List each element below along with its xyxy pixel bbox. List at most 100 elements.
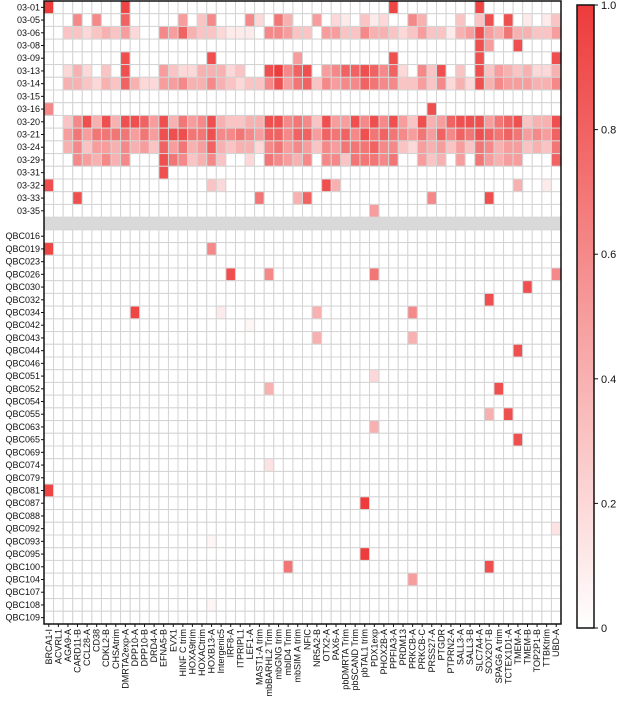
heatmap-cell xyxy=(120,509,131,523)
heatmap-cell xyxy=(206,25,217,40)
heatmap-cell xyxy=(292,178,303,193)
heatmap-cell xyxy=(206,381,217,396)
heatmap-cell xyxy=(234,432,246,447)
heatmap-cell xyxy=(426,127,438,142)
heatmap-cell xyxy=(302,585,313,600)
heatmap-cell xyxy=(263,25,275,40)
heatmap-cell xyxy=(53,598,64,612)
heatmap-cell xyxy=(436,242,447,256)
row-label: QBC095 xyxy=(5,549,40,559)
heatmap-cell xyxy=(416,458,428,472)
heatmap-cell xyxy=(464,267,476,282)
heatmap-cell xyxy=(512,114,524,129)
heatmap-cell xyxy=(43,305,55,320)
heatmap-cell xyxy=(321,292,332,307)
heatmap-cell xyxy=(455,292,466,307)
heatmap-cell xyxy=(100,292,112,307)
heatmap-cell xyxy=(359,242,371,256)
heatmap-cell xyxy=(158,0,169,15)
heatmap-cell xyxy=(455,280,466,294)
heatmap-cell xyxy=(263,585,275,600)
column-label: pbSCAND Trim xyxy=(350,629,360,691)
heatmap-cell xyxy=(531,610,543,625)
heatmap-cell xyxy=(91,585,102,600)
heatmap-cell xyxy=(378,598,390,612)
heatmap-cell xyxy=(254,38,265,53)
heatmap-cell xyxy=(522,203,533,218)
heatmap-cell xyxy=(43,242,55,256)
heatmap-cell xyxy=(512,356,524,371)
heatmap-cell xyxy=(407,585,418,600)
heatmap-cell xyxy=(110,445,122,460)
heatmap-cell xyxy=(53,407,64,422)
heatmap-cell xyxy=(225,610,236,625)
heatmap-cell xyxy=(110,0,122,15)
heatmap-cell xyxy=(91,381,102,396)
heatmap-cell xyxy=(244,267,256,282)
heatmap-cell xyxy=(330,381,342,396)
heatmap-cell xyxy=(120,229,131,244)
heatmap-cell xyxy=(273,13,284,27)
heatmap-cell xyxy=(550,191,562,205)
heatmap-cell xyxy=(139,394,150,409)
heatmap-cell xyxy=(263,140,275,155)
heatmap-cell xyxy=(196,432,208,447)
heatmap-cell xyxy=(167,356,179,371)
heatmap-cell xyxy=(407,445,418,460)
heatmap-cell xyxy=(550,51,562,66)
heatmap-cell xyxy=(483,432,495,447)
heatmap-cell xyxy=(330,76,342,91)
heatmap-cell xyxy=(139,331,150,345)
heatmap-cell xyxy=(369,559,380,574)
heatmap-cell xyxy=(225,483,236,498)
heatmap-cell xyxy=(541,0,552,15)
heatmap-cell xyxy=(215,38,227,53)
heatmap-cell xyxy=(129,280,141,294)
heatmap-cell xyxy=(263,496,275,511)
heatmap-cell xyxy=(445,572,457,587)
heatmap-cell xyxy=(474,369,485,383)
heatmap-cell xyxy=(340,64,351,78)
heatmap-cell xyxy=(512,102,524,116)
heatmap-cell xyxy=(81,585,93,600)
heatmap-cell xyxy=(254,191,265,205)
heatmap-cell xyxy=(72,343,83,358)
heatmap-cell xyxy=(62,394,74,409)
heatmap-cell xyxy=(62,254,74,269)
heatmap-cell xyxy=(483,114,495,129)
heatmap-cell xyxy=(416,394,428,409)
heatmap-cell xyxy=(369,318,380,333)
heatmap-cell xyxy=(340,470,351,485)
column-label: SALL3-B xyxy=(465,629,475,665)
heatmap-cell xyxy=(455,598,466,612)
heatmap-cell xyxy=(282,76,294,91)
heatmap-cell xyxy=(292,496,303,511)
row-label: 03-16 xyxy=(17,104,40,114)
heatmap-cell xyxy=(550,242,562,256)
heatmap-cell xyxy=(349,127,361,142)
heatmap-cell xyxy=(72,38,83,53)
heatmap-cell xyxy=(91,445,102,460)
heatmap-cell xyxy=(148,369,160,383)
heatmap-cell xyxy=(464,178,476,193)
heatmap-cell xyxy=(483,559,495,574)
heatmap-cell xyxy=(139,521,150,536)
heatmap-cell xyxy=(120,76,131,91)
heatmap-cell xyxy=(263,318,275,333)
heatmap-cell xyxy=(215,292,227,307)
heatmap-cell xyxy=(512,140,524,155)
heatmap-cell xyxy=(340,89,351,104)
heatmap-cell xyxy=(206,458,217,472)
heatmap-cell xyxy=(416,76,428,91)
row-label: QBC042 xyxy=(5,320,40,330)
heatmap-cell xyxy=(177,280,189,294)
column-label: TMEM-B xyxy=(522,629,532,665)
heatmap-cell xyxy=(445,191,457,205)
heatmap-cell xyxy=(81,559,93,574)
heatmap-cell xyxy=(53,305,64,320)
heatmap-cell xyxy=(43,292,55,307)
heatmap-cell xyxy=(187,559,198,574)
heatmap-cell xyxy=(512,127,524,142)
heatmap-cell xyxy=(91,229,102,244)
heatmap-cell xyxy=(397,610,409,625)
